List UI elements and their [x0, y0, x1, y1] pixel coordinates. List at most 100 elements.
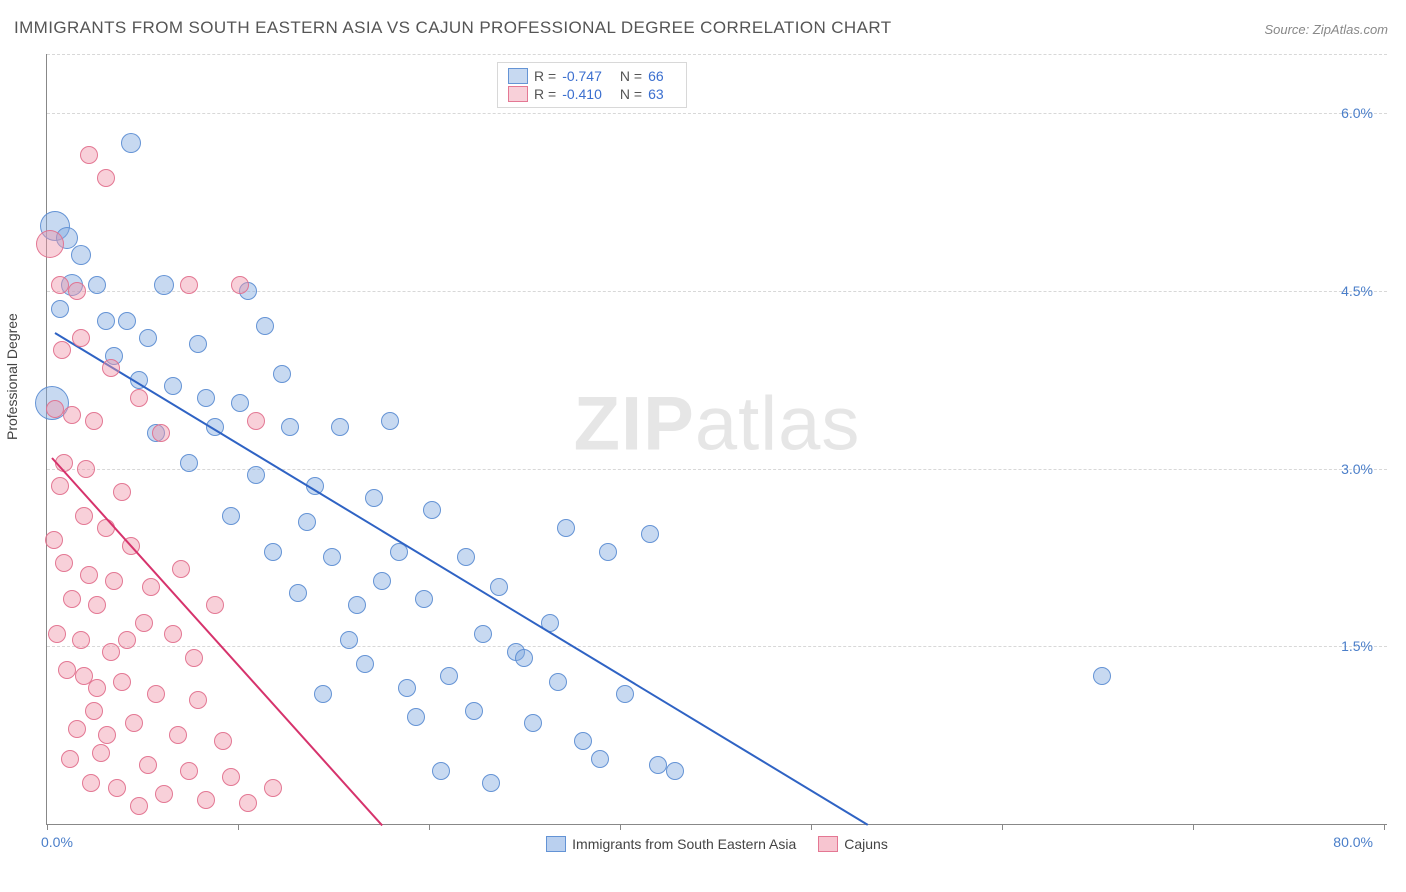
- data-point: [51, 477, 69, 495]
- y-axis-label: Professional Degree: [4, 313, 20, 440]
- data-point: [68, 720, 86, 738]
- data-point: [222, 768, 240, 786]
- data-point: [549, 673, 567, 691]
- data-point: [63, 406, 81, 424]
- legend-swatch-0: [508, 68, 528, 84]
- data-point: [197, 791, 215, 809]
- watermark-bold: ZIP: [574, 381, 695, 466]
- watermark: ZIPatlas: [574, 380, 861, 467]
- data-point: [340, 631, 358, 649]
- data-point: [121, 133, 141, 153]
- y-tick-label: 3.0%: [1341, 461, 1373, 477]
- data-point: [298, 513, 316, 531]
- legend-swatch-bottom-1: [818, 836, 838, 852]
- data-point: [323, 548, 341, 566]
- data-point: [524, 714, 542, 732]
- x-tick: [1193, 824, 1194, 830]
- data-point: [666, 762, 684, 780]
- gridline: [47, 113, 1387, 114]
- data-point: [180, 276, 198, 294]
- data-point: [189, 335, 207, 353]
- data-point: [139, 329, 157, 347]
- data-point: [97, 169, 115, 187]
- watermark-rest: atlas: [695, 381, 861, 466]
- legend-item-1: Cajuns: [818, 836, 888, 852]
- data-point: [154, 275, 174, 295]
- data-point: [264, 779, 282, 797]
- data-point: [46, 400, 64, 418]
- data-point: [36, 230, 64, 258]
- y-tick-label: 4.5%: [1341, 283, 1373, 299]
- data-point: [314, 685, 332, 703]
- chart-title: IMMIGRANTS FROM SOUTH EASTERN ASIA VS CA…: [14, 18, 892, 38]
- legend-swatch-1: [508, 86, 528, 102]
- data-point: [53, 341, 71, 359]
- x-tick: [429, 824, 430, 830]
- data-point: [118, 631, 136, 649]
- data-point: [616, 685, 634, 703]
- data-point: [457, 548, 475, 566]
- data-point: [142, 578, 160, 596]
- data-point: [231, 276, 249, 294]
- data-point: [48, 625, 66, 643]
- data-point: [102, 359, 120, 377]
- data-point: [289, 584, 307, 602]
- x-tick: [811, 824, 812, 830]
- data-point: [415, 590, 433, 608]
- data-point: [130, 389, 148, 407]
- legend-n-value-0: 66: [648, 68, 664, 84]
- data-point: [139, 756, 157, 774]
- data-point: [155, 785, 173, 803]
- data-point: [152, 424, 170, 442]
- data-point: [71, 245, 91, 265]
- data-point: [222, 507, 240, 525]
- data-point: [164, 625, 182, 643]
- data-point: [641, 525, 659, 543]
- data-point: [85, 702, 103, 720]
- gridline: [47, 646, 1387, 647]
- data-point: [68, 282, 86, 300]
- data-point: [407, 708, 425, 726]
- x-tick: [238, 824, 239, 830]
- data-point: [373, 572, 391, 590]
- data-point: [92, 744, 110, 762]
- data-point: [515, 649, 533, 667]
- data-point: [113, 673, 131, 691]
- data-point: [72, 631, 90, 649]
- x-tick: [1384, 824, 1385, 830]
- data-point: [51, 276, 69, 294]
- data-point: [599, 543, 617, 561]
- legend-swatch-bottom-0: [546, 836, 566, 852]
- data-point: [97, 519, 115, 537]
- data-point: [63, 590, 81, 608]
- x-tick: [1002, 824, 1003, 830]
- legend-row-series-1: R = -0.410 N = 63: [508, 85, 676, 103]
- data-point: [239, 794, 257, 812]
- scatter-plot-area: ZIPatlas R = -0.747 N = 66 R = -0.410 N …: [46, 54, 1387, 825]
- data-point: [130, 797, 148, 815]
- x-tick: [620, 824, 621, 830]
- legend-n-label: N =: [620, 68, 642, 84]
- data-point: [189, 691, 207, 709]
- data-point: [55, 554, 73, 572]
- data-point: [465, 702, 483, 720]
- trend-line: [55, 333, 868, 826]
- data-point: [77, 460, 95, 478]
- source-attribution: Source: ZipAtlas.com: [1264, 22, 1388, 37]
- data-point: [180, 454, 198, 472]
- data-point: [331, 418, 349, 436]
- y-tick-label: 1.5%: [1341, 638, 1373, 654]
- data-point: [45, 531, 63, 549]
- gridline: [47, 54, 1387, 55]
- data-point: [206, 596, 224, 614]
- data-point: [61, 750, 79, 768]
- data-point: [423, 501, 441, 519]
- data-point: [1093, 667, 1111, 685]
- data-point: [85, 412, 103, 430]
- legend-row-series-0: R = -0.747 N = 66: [508, 67, 676, 85]
- data-point: [197, 389, 215, 407]
- data-point: [649, 756, 667, 774]
- legend-label-1: Cajuns: [844, 836, 888, 852]
- data-point: [72, 329, 90, 347]
- trend-line: [51, 457, 382, 826]
